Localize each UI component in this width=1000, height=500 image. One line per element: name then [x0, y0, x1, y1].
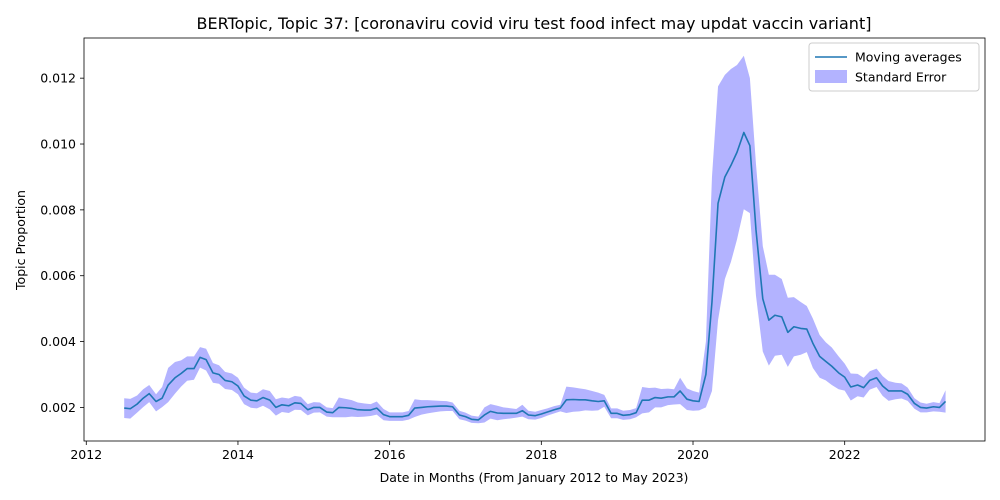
legend-label-standard-error: Standard Error	[855, 70, 947, 85]
legend: Moving averages Standard Error	[808, 42, 980, 92]
legend-box	[808, 42, 980, 92]
line-layer	[124, 131, 947, 421]
y-tick-label: 0.008	[40, 202, 76, 217]
legend-patch-swatch	[815, 70, 847, 83]
axes-frame	[83, 37, 986, 442]
y-axis: 0.002 0.004 0.006 0.008 0.010 0.012	[40, 71, 84, 415]
y-tick-label: 0.010	[40, 137, 76, 152]
moving-averages-line	[124, 131, 947, 421]
x-tick-label: 2012	[70, 447, 102, 462]
y-axis-label: Topic Proportion	[13, 190, 28, 291]
y-tick-label: 0.012	[40, 71, 76, 86]
x-axis-label: Date in Months (From January 2012 to May…	[380, 470, 689, 485]
chart-title: BERTopic, Topic 37: [coronaviru covid vi…	[197, 14, 872, 33]
y-tick-label: 0.006	[40, 268, 76, 283]
y-tick-label: 0.004	[40, 334, 76, 349]
x-axis: 2012 2014 2016 2018 2020 2022	[70, 441, 861, 462]
x-tick-label: 2016	[374, 447, 406, 462]
x-tick-label: 2014	[222, 447, 254, 462]
x-tick-label: 2018	[525, 447, 557, 462]
plot-area	[124, 55, 947, 424]
standard-error-band	[124, 55, 946, 424]
y-tick-label: 0.002	[40, 400, 76, 415]
x-tick-label: 2022	[829, 447, 861, 462]
legend-label-moving-averages: Moving averages	[855, 50, 962, 65]
x-tick-label: 2020	[677, 447, 709, 462]
error-band-layer	[124, 55, 946, 424]
